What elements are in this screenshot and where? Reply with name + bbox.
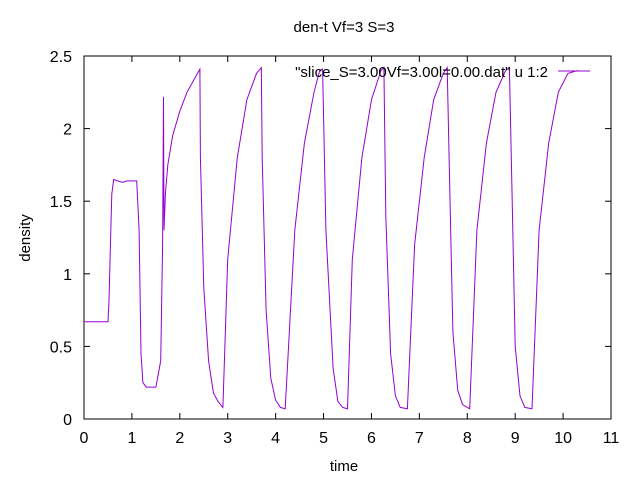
x-tick-label: 1 (127, 430, 136, 447)
y-axis-label: density (17, 214, 34, 262)
x-tick-label: 9 (511, 430, 520, 447)
x-tick-label: 11 (603, 430, 620, 447)
x-tick-label: 6 (367, 430, 376, 447)
y-tick-label: 0 (63, 412, 72, 429)
x-tick-label: 10 (554, 430, 572, 447)
y-tick-label: 1.5 (50, 194, 72, 211)
x-tick-label: 8 (463, 430, 472, 447)
series-line (84, 66, 578, 410)
chart-title: den-t Vf=3 S=3 (294, 19, 395, 36)
x-axis-label: time (330, 458, 358, 475)
x-tick-label: 2 (175, 430, 184, 447)
legend-label: "slice_S=3.00Vf=3.00l=0.00.dat" u 1:2 (295, 64, 548, 81)
x-tick-label: 0 (80, 430, 89, 447)
y-tick-label: 1 (63, 267, 72, 284)
x-tick-label: 3 (223, 430, 232, 447)
x-tick-label: 5 (319, 430, 328, 447)
y-tick-label: 2 (63, 122, 72, 139)
y-tick-label: 0.5 (50, 339, 72, 356)
series-layer (84, 66, 578, 410)
x-axis: 0 1 2 3 4 5 6 7 8 9 10 11 (80, 56, 620, 447)
y-axis: 0 0.5 1 1.5 2 2.5 (50, 49, 611, 429)
y-tick-label: 2.5 (50, 49, 72, 66)
x-tick-label: 4 (271, 430, 280, 447)
plot-frame (83, 55, 612, 420)
legend: "slice_S=3.00Vf=3.00l=0.00.dat" u 1:2 (295, 64, 590, 81)
x-tick-label: 7 (415, 430, 424, 447)
